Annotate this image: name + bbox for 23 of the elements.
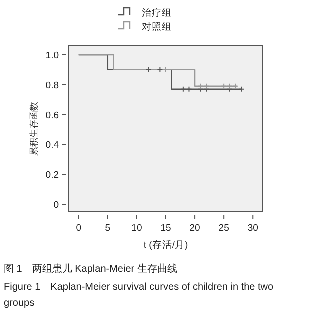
x-tick-label: 10 (132, 223, 142, 234)
y-tick-label: 0 (54, 200, 59, 212)
point (186, 86, 192, 92)
legend-label: 治疗组 (142, 7, 172, 19)
y-tick-label: 0.8 (46, 80, 59, 92)
y-tick-label: 0.2 (46, 170, 59, 182)
point (157, 66, 164, 73)
caption: 图 1 两组患儿 Kaplan-Meier 生存曲线 (4, 263, 178, 275)
x-tick-label: 5 (105, 223, 111, 234)
point (163, 66, 169, 73)
y-axis-title: 累积生存函数 (29, 102, 39, 156)
point (146, 66, 152, 73)
x-tick-label: 25 (218, 223, 230, 234)
legend-label: 对照组 (142, 21, 172, 33)
x-tick-label: 30 (248, 223, 258, 234)
x-tick-label: 20 (190, 223, 200, 234)
y-tick-label: 1.0 (46, 50, 59, 62)
x-tick-label: 15 (160, 223, 172, 234)
x-axis-title: t (存活/月) (144, 239, 188, 251)
y-tick-label: 0.6 (46, 110, 59, 122)
caption: Figure 1 Kaplan-Meier survival curves of children in the two groups (4, 282, 274, 309)
x-tick-label: 0 (76, 223, 82, 234)
y-tick-label: 0.4 (46, 140, 59, 152)
